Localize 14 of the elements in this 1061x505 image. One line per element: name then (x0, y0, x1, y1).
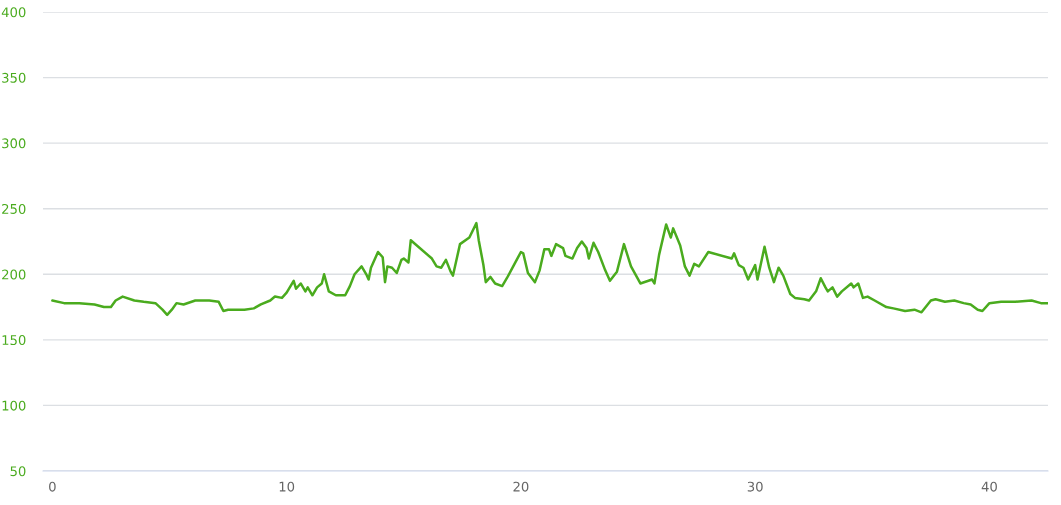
y-tick-label: 200 (2, 269, 26, 280)
y-tick-label: 400 (1, 7, 26, 18)
y-tick-label: 350 (2, 72, 26, 83)
y-tick-label: 300 (2, 138, 26, 149)
line-series (51, 221, 1048, 317)
x-tick-label: 30 (747, 481, 763, 492)
y-tick-label: 50 (10, 466, 26, 477)
x-tick-label: 10 (279, 481, 295, 492)
x-tick-label: 0 (49, 481, 56, 492)
x-tick-label: 20 (513, 481, 529, 492)
y-tick-label: 100 (2, 400, 26, 411)
y-tick-label: 250 (2, 203, 26, 214)
y-tick-label: 150 (2, 335, 26, 346)
x-tick-label: 40 (981, 481, 997, 492)
